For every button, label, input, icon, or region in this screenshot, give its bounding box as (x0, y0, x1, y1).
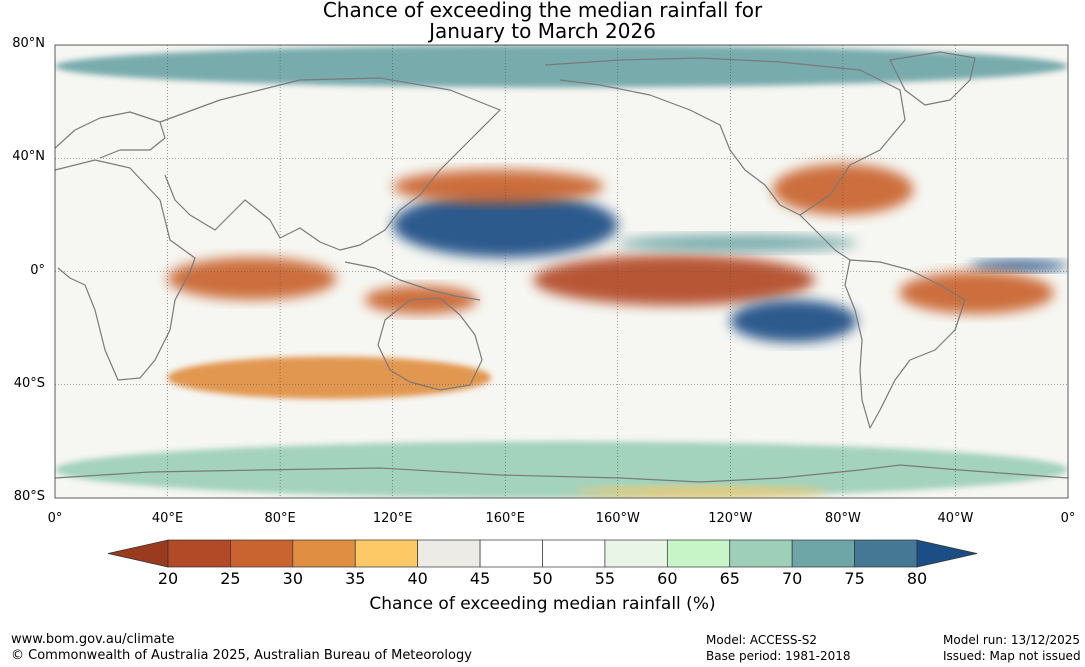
colorbar-tick-65: 65 (719, 569, 740, 588)
website-link[interactable]: www.bom.gov.au/climate (11, 632, 175, 647)
anomaly-region-3 (969, 260, 1068, 272)
colorbar-bin-4 (417, 539, 481, 568)
copyright-text: © Commonwealth of Australia 2025, Austra… (11, 648, 472, 663)
base-period: Base period: 1981-2018 (706, 649, 851, 663)
colorbar-high-extend (916, 539, 978, 568)
map-frame (54, 44, 1069, 499)
colorbar-tick-80: 80 (906, 569, 928, 588)
anomaly-region-1 (392, 192, 618, 258)
colorbar-low-extend (107, 539, 169, 568)
map-title-line1: Chance of exceeding the median rainfall … (322, 0, 763, 22)
lon-label-1: 40°E (151, 511, 184, 526)
lon-label-8: 40°W (937, 511, 974, 526)
colorbar-bin-7 (604, 539, 668, 568)
colorbar-bin-10 (791, 539, 855, 568)
asia-coastline (159, 77, 501, 251)
lon-label-2: 80°E (264, 511, 296, 526)
coastlines (55, 51, 1068, 483)
lon-label-5: 160°W (595, 511, 640, 526)
colorbar-bin-0 (167, 539, 231, 568)
colorbar-tick-45: 45 (469, 569, 491, 588)
colorbar-bin-6 (542, 539, 606, 568)
graticule (55, 45, 1068, 498)
maritime-continent-coastline (344, 261, 481, 301)
lon-label-3: 120°E (372, 511, 413, 526)
anomaly-regions (55, 45, 1068, 498)
lat-label-3: 40°S (13, 375, 45, 391)
lon-label-4: 160°E (485, 511, 525, 526)
lat-label-2: 0° (30, 262, 45, 278)
colorbar-tick-40: 40 (407, 569, 428, 588)
map-title-line2: January to March 2026 (429, 19, 656, 43)
australia-coastline (377, 297, 483, 391)
colorbar-tick-55: 55 (594, 569, 616, 588)
colorbar (107, 539, 978, 568)
anomaly-region-7 (392, 169, 604, 204)
lat-label-0: 80°N (12, 36, 45, 51)
antarctica-coastline (55, 464, 1068, 483)
anomaly-region-9 (167, 356, 492, 399)
anomaly-region-4 (167, 257, 337, 300)
colorbar-tick-60: 60 (657, 569, 678, 588)
anomaly-region-11 (55, 45, 1068, 88)
colorbar-bin-1 (230, 539, 294, 568)
colorbar-tick-75: 75 (844, 569, 865, 588)
anomaly-region-10 (55, 441, 1068, 498)
colorbar-tick-35: 35 (345, 569, 366, 588)
lon-label-7: 80°W (824, 511, 861, 526)
colorbar-tick-50: 50 (532, 569, 553, 588)
model-run-date: Model run: 13/12/2025 (943, 633, 1081, 647)
lat-label-4: 80°S (13, 489, 45, 504)
colorbar-bin-3 (354, 539, 419, 568)
colorbar-tick-20: 20 (157, 569, 179, 588)
colorbar-bin-11 (854, 539, 918, 568)
anomaly-region-2 (730, 299, 857, 343)
africa-coastline (55, 159, 196, 381)
colorbar-bin-2 (292, 539, 356, 568)
anomaly-region-6 (899, 271, 1054, 314)
lon-label-6: 120°W (708, 511, 753, 526)
central-america-coastline (799, 214, 851, 261)
south-america-coastline (844, 259, 966, 429)
colorbar-tick-70: 70 (781, 569, 803, 588)
issued-status: Issued: Map not issued (943, 649, 1081, 663)
north-america-coastline (544, 57, 906, 216)
colorbar-bin-9 (729, 539, 793, 568)
lon-label-0: 0° (47, 511, 63, 526)
anomaly-region-13 (575, 486, 829, 498)
colorbar-tick-30: 30 (282, 569, 304, 588)
anomaly-region-12 (617, 234, 857, 252)
colorbar-label: Chance of exceeding median rainfall (%) (369, 594, 716, 614)
greenland-coastline (889, 51, 976, 106)
lat-label-1: 40°N (12, 149, 45, 165)
colorbar-tick-25: 25 (220, 569, 241, 588)
lon-label-9: 0° (1060, 511, 1076, 526)
model-name: Model: ACCESS-S2 (706, 633, 818, 647)
anomaly-region-0 (533, 254, 815, 306)
colorbar-bin-5 (479, 539, 543, 568)
colorbar-bin-8 (666, 539, 731, 568)
